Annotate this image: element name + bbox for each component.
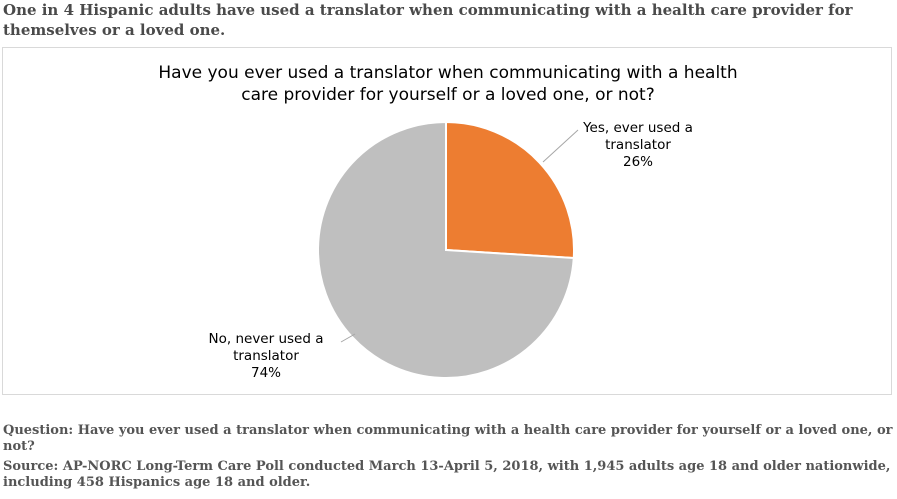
pie-chart [317, 120, 579, 379]
chart-area: Have you ever used a translator when com… [2, 47, 892, 395]
leader-line-1 [340, 333, 356, 343]
slice-label-no-value: 74% [250, 365, 281, 381]
leader-line-0 [542, 129, 579, 163]
slice-label-no: No, never used a translator 74% [191, 331, 341, 382]
chart-title: Have you ever used a translator when com… [158, 63, 738, 105]
slice-label-yes-text: Yes, ever used a translator [583, 120, 693, 153]
pie-slice-1 [317, 120, 575, 379]
source-note: Source: AP-NORC Long-Term Care Poll cond… [3, 459, 891, 490]
pie-slice-0 [445, 120, 575, 260]
slice-label-yes: Yes, ever used a translator 26% [563, 120, 713, 171]
slice-label-yes-value: 26% [622, 154, 653, 170]
question-note: Question: Have you ever used a translato… [3, 423, 893, 454]
headline: One in 4 Hispanic adults have used a tra… [3, 1, 853, 39]
slice-label-no-text: No, never used a translator [208, 331, 324, 364]
